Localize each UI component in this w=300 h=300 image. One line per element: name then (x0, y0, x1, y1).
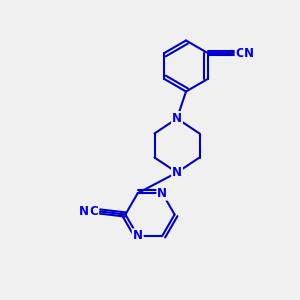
Text: N: N (157, 187, 167, 200)
Text: N: N (79, 205, 89, 218)
Text: N: N (133, 229, 143, 242)
Text: N: N (244, 47, 254, 60)
Text: C: C (236, 47, 244, 60)
Text: N: N (172, 166, 182, 179)
Text: N: N (172, 112, 182, 125)
Text: C: C (89, 205, 98, 218)
